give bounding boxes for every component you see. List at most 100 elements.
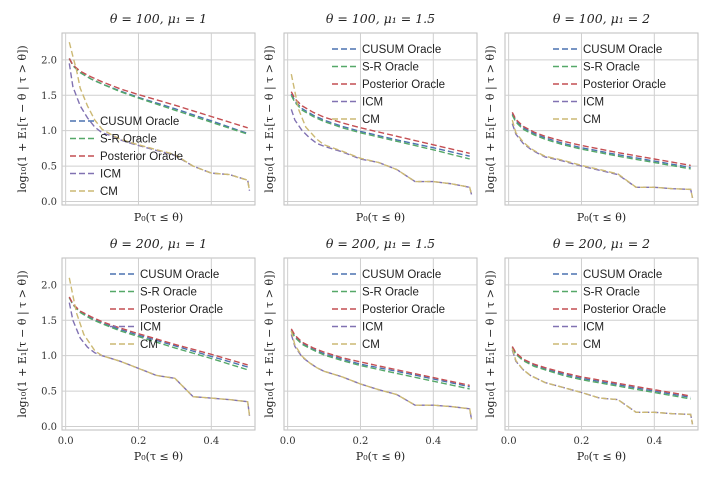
legend-label: CM (362, 114, 380, 126)
x-axis-label: P₀(τ ≤ θ) (577, 450, 626, 463)
series-line-s-r-oracle (511, 114, 691, 170)
gridlines (62, 33, 255, 205)
x-tick-label: 0.0 (280, 436, 296, 447)
panel-title: θ = 200, μ₁ = 1 (110, 236, 207, 251)
panel-title: θ = 100, μ₁ = 2 (553, 11, 650, 26)
legend-label: Posterior Oracle (362, 79, 445, 91)
legend-label: ICM (583, 322, 604, 334)
series-lines (511, 111, 694, 199)
panel-title: θ = 200, μ₁ = 1.5 (326, 236, 435, 251)
series-line-cm (68, 42, 251, 191)
y-tick-label: 1.0 (41, 126, 57, 137)
y-tick-label: 1.0 (41, 351, 57, 362)
y-axis-label: log₁₀(1 + E₁[τ − θ | τ > θ]) (263, 45, 277, 192)
series-line-posterior-oracle (511, 111, 691, 167)
legend-label: ICM (362, 322, 383, 334)
y-tick-label: 2.0 (41, 280, 57, 291)
plot-area (504, 257, 699, 431)
series-line-s-r-oracle (511, 347, 691, 400)
series-lines (68, 277, 251, 416)
legend-label: S-R Oracle (362, 62, 419, 74)
x-tick-label: 0.2 (353, 436, 369, 447)
legend-label: S-R Oracle (583, 62, 640, 74)
series-line-icm (68, 63, 251, 191)
gridlines (505, 33, 698, 205)
legend: CUSUM Oracle S-R Oracle Posterior Oracle IC… (332, 44, 445, 126)
legend-label: ICM (583, 97, 604, 109)
series-line-posterior-oracle (290, 328, 470, 387)
chart-panel-5: θ = 200, μ₁ = 1.5 0.0 0.2 0.4 P₀(τ ≤ θ) log₁₀… (263, 236, 478, 463)
series-lines (68, 42, 251, 191)
y-tick-label: 0.5 (41, 387, 57, 398)
x-axis-label: P₀(τ ≤ θ) (577, 211, 626, 224)
chart-panel-6: θ = 200, μ₁ = 2 0.0 0.2 0.4 P₀(τ ≤ θ) log₁₀(1… (484, 236, 699, 463)
series-line-cusum-oracle (290, 93, 470, 157)
series-line-posterior-oracle (290, 91, 470, 154)
gridlines (284, 258, 477, 430)
legend-label: CM (583, 114, 601, 126)
legend-label: Posterior Oracle (140, 304, 223, 316)
series-line-cm (68, 277, 251, 416)
x-tick-label: 0.2 (574, 436, 590, 447)
series-line-icm (511, 349, 694, 425)
gridlines (284, 33, 477, 205)
y-axis-label: log₁₀(1 + E₁[τ − θ | τ > θ]) (16, 45, 30, 192)
legend: CUSUM Oracle S-R Oracle Posterior Oracle IC… (332, 269, 445, 351)
legend-label: ICM (362, 97, 383, 109)
y-axis-label: log₁₀(1 + E₁[τ − θ | τ > θ]) (484, 270, 498, 417)
legend-label: S-R Oracle (583, 287, 640, 299)
series-line-cm (511, 348, 694, 425)
x-tick-label: 0.0 (58, 436, 74, 447)
legend-label: CM (362, 339, 380, 351)
y-tick-label: 0.0 (41, 422, 57, 433)
series-line-cm (290, 73, 473, 195)
series-line-posterior-oracle (68, 296, 248, 366)
series-lines (290, 328, 473, 420)
legend-label: CUSUM Oracle (100, 116, 179, 128)
y-tick-label: 2.0 (41, 55, 57, 66)
legend-label: CM (100, 186, 118, 198)
legend-label: S-R Oracle (362, 287, 419, 299)
x-axis-label: P₀(τ ≤ θ) (356, 211, 405, 224)
legend-label: S-R Oracle (100, 134, 157, 146)
y-tick-label: 1.5 (41, 91, 57, 102)
legend-label: CUSUM Oracle (140, 269, 219, 281)
y-tick-label: 0.5 (41, 162, 57, 173)
chart-panel-3: θ = 100, μ₁ = 2 P₀(τ ≤ θ) log₁₀(1 + E₁[τ −… (484, 11, 699, 224)
y-tick-label: 0.0 (41, 197, 57, 208)
series-line-cusum-oracle (511, 113, 691, 169)
panel-title: θ = 100, μ₁ = 1.5 (326, 11, 435, 26)
x-tick-label: 0.4 (425, 436, 441, 447)
legend: CUSUM Oracle S-R Oracle Posterior Oracle IC… (70, 116, 183, 198)
x-tick-label: 0.2 (131, 436, 147, 447)
series-line-s-r-oracle (68, 297, 248, 371)
legend-label: CM (140, 339, 158, 351)
plot-area (283, 32, 478, 206)
x-tick-label: 0.4 (646, 436, 662, 447)
series-lines (290, 73, 473, 195)
y-axis-label: log₁₀(1 + E₁[τ − θ | τ > θ]) (263, 270, 277, 417)
series-line-cm (290, 330, 473, 420)
chart-panel-4: θ = 200, μ₁ = 1 0.0 0.5 1.0 1.5 2.0 0.0 0.2 0.4 P… (16, 236, 256, 463)
legend: CUSUM Oracle S-R Oracle Posterior Oracle IC… (110, 269, 223, 351)
legend-label: S-R Oracle (140, 287, 197, 299)
x-tick-label: 0.0 (501, 436, 517, 447)
y-axis-label: log₁₀(1 + E₁[τ − θ | τ > θ]) (484, 45, 498, 192)
chart-panel-1: θ = 100, μ₁ = 1 0.0 0.5 1.0 1.5 2.0 P₀(τ ≤ θ) l… (16, 11, 256, 224)
legend-label: CUSUM Oracle (583, 269, 662, 281)
series-line-cm (511, 119, 694, 199)
x-axis-label: P₀(τ ≤ θ) (134, 211, 183, 224)
legend-label: Posterior Oracle (362, 304, 445, 316)
plot-area (504, 32, 699, 206)
legend-label: CM (583, 339, 601, 351)
series-line-icm (511, 123, 694, 199)
legend-label: Posterior Oracle (100, 151, 183, 163)
x-axis-label: P₀(τ ≤ θ) (134, 450, 183, 463)
legend-label: Posterior Oracle (583, 79, 666, 91)
legend: CUSUM Oracle S-R Oracle Posterior Oracle IC… (553, 44, 666, 126)
y-tick-label: 1.5 (41, 316, 57, 327)
panel-title: θ = 100, μ₁ = 1 (110, 11, 207, 26)
y-axis-label: log₁₀(1 + E₁[τ − θ | τ > θ]) (16, 270, 30, 417)
panel-title: θ = 200, μ₁ = 2 (553, 236, 650, 251)
legend-label: CUSUM Oracle (362, 269, 441, 281)
